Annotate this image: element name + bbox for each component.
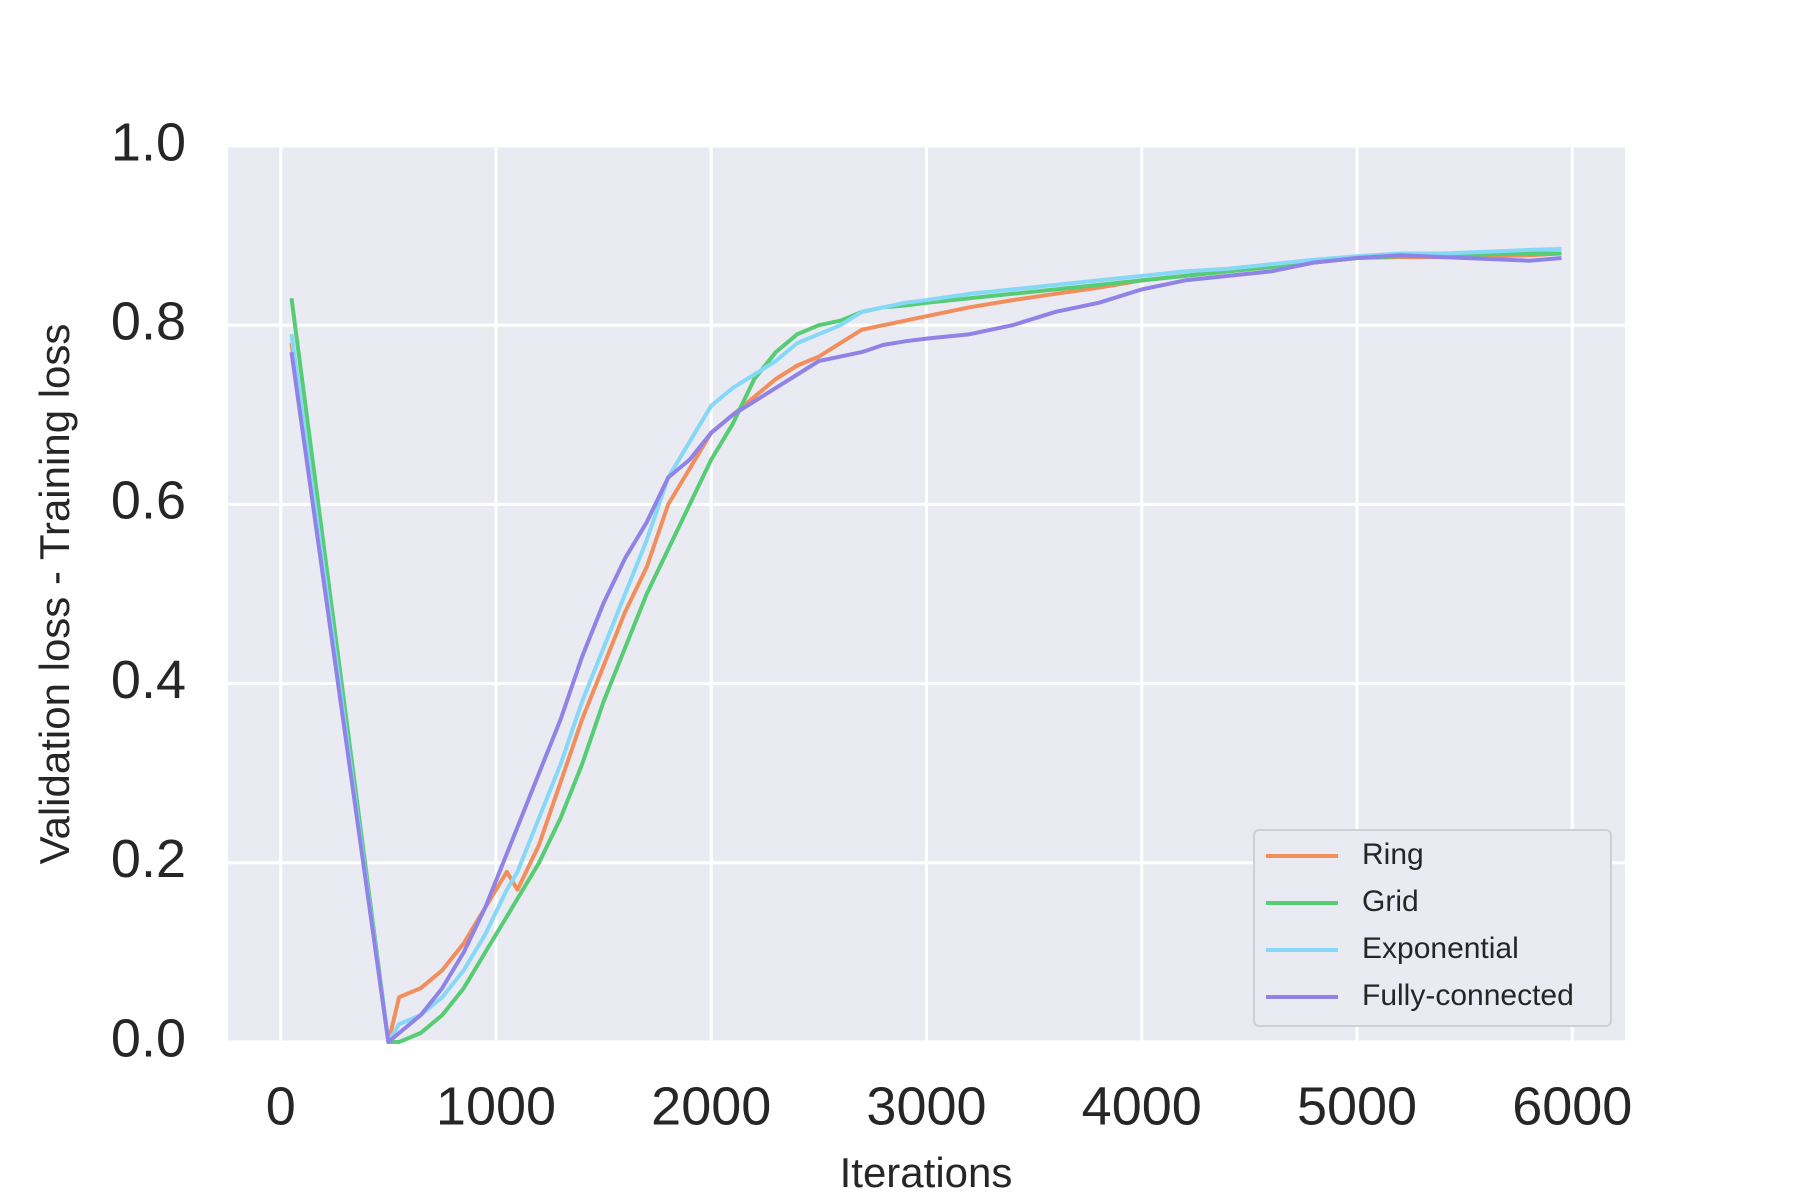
legend-box: [1253, 829, 1612, 1027]
x-tick-label: 5000: [1297, 1076, 1417, 1136]
series-line: [289, 251, 1562, 1044]
y-tick-label: 0.4: [111, 650, 186, 710]
legend: Ring Grid Exponential Fully-connected: [1253, 829, 1612, 1027]
series-line: [289, 247, 1562, 1044]
legend-label: Exponential: [1362, 932, 1519, 965]
legend-label: Ring: [1362, 838, 1424, 871]
x-tick-label: 1000: [436, 1076, 556, 1136]
y-tick-label: 1.0: [111, 112, 186, 172]
x-tick-label: 3000: [866, 1076, 986, 1136]
x-tick-label: 4000: [1082, 1076, 1202, 1136]
x-tick-label: 0: [266, 1076, 296, 1136]
series-line: [289, 253, 1562, 1044]
y-tick-label: 0.8: [111, 291, 186, 351]
legend-label: Fully-connected: [1362, 979, 1574, 1012]
x-tick-label: 2000: [651, 1076, 771, 1136]
x-axis-label: Iterations: [840, 1149, 1013, 1196]
y-tick-label: 0.0: [111, 1008, 186, 1068]
legend-label: Grid: [1362, 885, 1419, 918]
y-axis-label: Validation loss - Training loss: [31, 324, 78, 865]
y-tick-label: 0.2: [111, 829, 186, 889]
y-tick-label: 0.6: [111, 471, 186, 531]
x-tick-label: 6000: [1512, 1076, 1632, 1136]
